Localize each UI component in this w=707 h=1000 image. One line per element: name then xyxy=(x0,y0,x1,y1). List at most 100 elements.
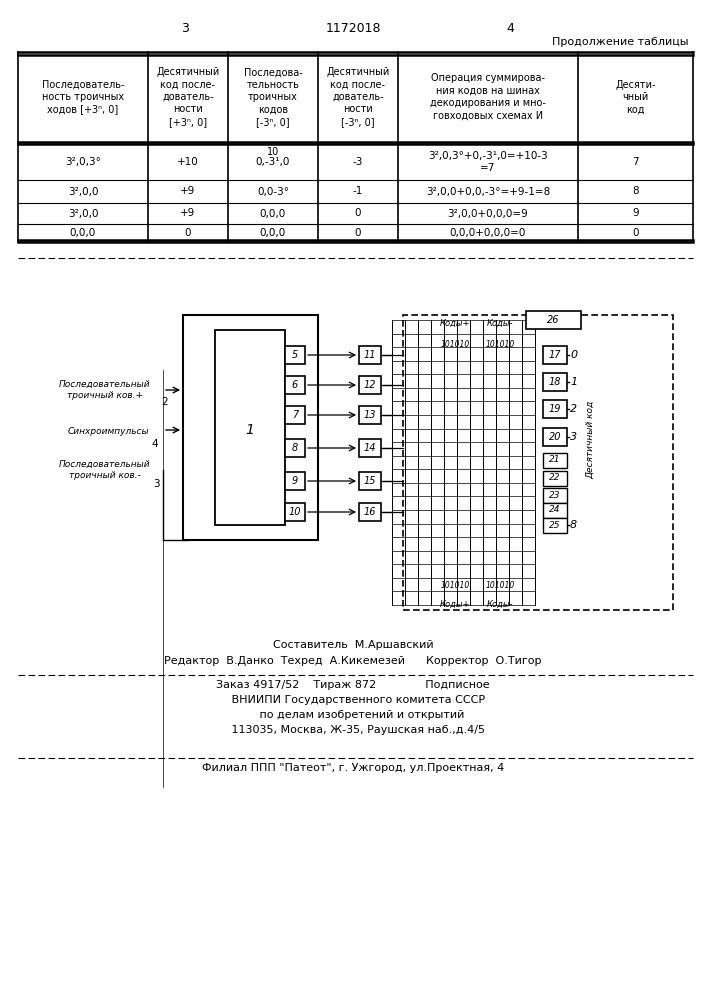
Text: 0: 0 xyxy=(355,228,361,238)
Text: 8: 8 xyxy=(632,186,639,196)
Text: 10: 10 xyxy=(267,147,279,157)
Text: -1: -1 xyxy=(353,186,363,196)
Bar xyxy=(543,502,567,518)
Text: 11: 11 xyxy=(363,350,376,360)
Text: 101010: 101010 xyxy=(486,581,515,590)
Bar xyxy=(285,472,305,490)
Text: Синхроимпульсы: Синхроимпульсы xyxy=(67,428,148,436)
Text: 25: 25 xyxy=(549,520,561,530)
Bar xyxy=(215,330,285,525)
Bar xyxy=(543,400,567,418)
Bar xyxy=(359,503,381,521)
Text: 2: 2 xyxy=(570,404,577,414)
Text: 3²,0,0+0,0,0=9: 3²,0,0+0,0,0=9 xyxy=(448,209,528,219)
Text: 9: 9 xyxy=(632,209,639,219)
Text: Составитель  М.Аршавский: Составитель М.Аршавский xyxy=(273,640,433,650)
Text: 3: 3 xyxy=(570,432,577,442)
Text: 1172018: 1172018 xyxy=(325,22,381,35)
Text: -3: -3 xyxy=(353,157,363,167)
Text: Последовательный
троичный ков.-: Последовательный троичный ков.- xyxy=(59,460,151,480)
Text: 2: 2 xyxy=(162,397,168,407)
Text: Десятичный
код после-
дователь-
ности
[-3ⁿ, 0]: Десятичный код после- дователь- ности [-… xyxy=(327,67,390,127)
Text: 3²,0,0: 3²,0,0 xyxy=(68,209,98,219)
Text: 0: 0 xyxy=(355,209,361,219)
Bar xyxy=(359,406,381,424)
Bar xyxy=(183,315,318,540)
Text: 6: 6 xyxy=(292,380,298,390)
Text: +9: +9 xyxy=(180,186,196,196)
Text: 0: 0 xyxy=(570,350,577,360)
Text: 1: 1 xyxy=(245,423,255,437)
Bar xyxy=(359,376,381,394)
Text: 16: 16 xyxy=(363,507,376,517)
Text: 23: 23 xyxy=(549,490,561,499)
Text: 4: 4 xyxy=(152,439,158,449)
Text: Продолжение таблицы: Продолжение таблицы xyxy=(551,37,688,47)
Text: 3: 3 xyxy=(181,22,189,35)
Bar xyxy=(543,488,567,502)
Text: 8: 8 xyxy=(570,520,577,530)
Text: 20: 20 xyxy=(549,432,561,442)
Text: 10: 10 xyxy=(288,507,301,517)
Text: Заказ 4917/52    Тираж 872              Подписное: Заказ 4917/52 Тираж 872 Подписное xyxy=(216,680,490,690)
Text: +10: +10 xyxy=(177,157,199,167)
Text: Десяти-
чный
код: Десяти- чный код xyxy=(615,80,656,114)
Text: по делам изобретений и открытий: по делам изобретений и открытий xyxy=(242,710,464,720)
Text: 1: 1 xyxy=(570,377,577,387)
Text: 21: 21 xyxy=(549,456,561,464)
Bar xyxy=(285,406,305,424)
Text: 3²,0,3°+0,-3¹,0=+10-3
=7: 3²,0,3°+0,-3¹,0=+10-3 =7 xyxy=(428,151,548,173)
Bar xyxy=(543,471,567,486)
Text: +9: +9 xyxy=(180,209,196,219)
Text: Коды+: Коды+ xyxy=(440,319,470,328)
Text: 101010: 101010 xyxy=(486,340,515,349)
Text: Последователь-
ность троичных
ходов [+3ⁿ, 0]: Последователь- ность троичных ходов [+3ⁿ… xyxy=(42,80,124,114)
Bar xyxy=(285,346,305,364)
Text: 8: 8 xyxy=(292,443,298,453)
Bar xyxy=(285,439,305,457)
Text: Коды+: Коды+ xyxy=(440,600,470,609)
Bar xyxy=(403,315,673,610)
Text: 9: 9 xyxy=(292,476,298,486)
Text: 14: 14 xyxy=(363,443,376,453)
Text: 101010: 101010 xyxy=(440,340,469,349)
Text: 0,-3¹,0: 0,-3¹,0 xyxy=(256,157,290,167)
Text: Редактор  В.Данко  Техред  А.Кикемезей      Корректор  О.Тигор: Редактор В.Данко Техред А.Кикемезей Корр… xyxy=(164,656,542,666)
Text: Десятичный код: Десятичный код xyxy=(585,401,595,479)
Text: 7: 7 xyxy=(632,157,639,167)
Text: Филиал ППП "Патеот", г. Ужгород, ул.Проектная, 4: Филиал ППП "Патеот", г. Ужгород, ул.Прое… xyxy=(202,763,504,773)
Text: 3²,0,0+0,0,-3°=+9-1=8: 3²,0,0+0,0,-3°=+9-1=8 xyxy=(426,186,550,196)
Text: Последовательный
троичный ков.+: Последовательный троичный ков.+ xyxy=(59,380,151,400)
Bar xyxy=(285,376,305,394)
Bar xyxy=(525,311,580,329)
Bar xyxy=(359,346,381,364)
Text: 5: 5 xyxy=(292,350,298,360)
Text: 3: 3 xyxy=(153,479,159,489)
Text: 13: 13 xyxy=(363,410,376,420)
Text: 3²,0,0: 3²,0,0 xyxy=(68,186,98,196)
Text: 7: 7 xyxy=(292,410,298,420)
Text: 101010: 101010 xyxy=(440,581,469,590)
Text: 22: 22 xyxy=(549,474,561,483)
Text: 4: 4 xyxy=(506,22,514,35)
Text: 26: 26 xyxy=(547,315,559,325)
Text: 0,0-3°: 0,0-3° xyxy=(257,186,289,196)
Text: 19: 19 xyxy=(549,404,561,414)
Bar xyxy=(285,503,305,521)
Text: Коды-: Коды- xyxy=(486,319,513,328)
Text: 3²,0,3°: 3²,0,3° xyxy=(65,157,101,167)
Bar xyxy=(543,346,567,364)
Text: 24: 24 xyxy=(549,506,561,514)
Text: 0,0,0: 0,0,0 xyxy=(260,228,286,238)
Text: 0,0,0+0,0,0=0: 0,0,0+0,0,0=0 xyxy=(450,228,526,238)
Text: 18: 18 xyxy=(549,377,561,387)
Bar xyxy=(543,452,567,468)
Bar xyxy=(543,428,567,446)
Bar xyxy=(543,373,567,391)
Text: Операция суммирова-
ния кодов на шинах
декодирования и мно-
говходовых схемах И: Операция суммирова- ния кодов на шинах д… xyxy=(430,73,546,121)
Bar xyxy=(359,472,381,490)
Text: 113035, Москва, Ж-35, Раушская наб.,д.4/5: 113035, Москва, Ж-35, Раушская наб.,д.4/… xyxy=(221,725,485,735)
Text: 0,0,0: 0,0,0 xyxy=(260,209,286,219)
Bar xyxy=(543,518,567,532)
Text: 17: 17 xyxy=(549,350,561,360)
